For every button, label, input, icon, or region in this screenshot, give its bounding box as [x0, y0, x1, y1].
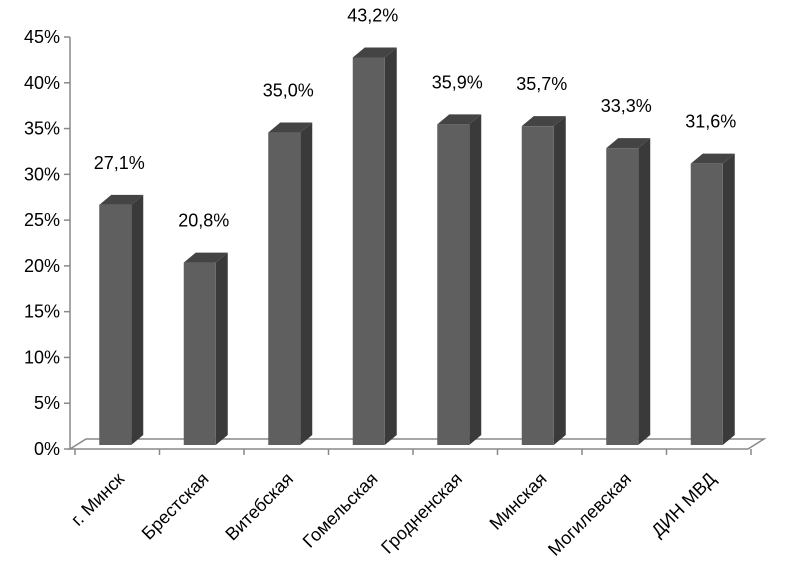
bar-top — [183, 252, 228, 263]
bar-top — [352, 47, 397, 58]
bar-front — [437, 124, 470, 445]
x-category-label: Брестская — [138, 469, 213, 544]
bar — [183, 252, 228, 445]
bar-front — [99, 204, 132, 445]
data-label: 35,0% — [263, 81, 314, 101]
data-label: 20,8% — [178, 211, 229, 231]
bar-side — [300, 122, 313, 446]
y-tick-label: 5% — [34, 393, 60, 413]
bar — [690, 153, 735, 445]
bar — [99, 194, 144, 445]
bar-front — [268, 132, 301, 446]
chart-floor — [67, 438, 767, 450]
bar-side — [469, 114, 482, 445]
x-category-label: Гомельская — [299, 469, 382, 552]
bars — [99, 47, 735, 446]
bar-top — [99, 194, 144, 205]
y-tick-label: 15% — [24, 302, 60, 322]
bar — [606, 138, 651, 445]
bar-front — [183, 262, 216, 445]
bar-top — [690, 153, 735, 164]
bar — [521, 116, 566, 445]
data-label: 31,6% — [685, 112, 736, 132]
x-category-label: Гродненская — [377, 469, 466, 558]
axes — [64, 36, 767, 455]
bar-front — [690, 163, 723, 445]
bar-front — [606, 148, 639, 445]
bar-side — [638, 138, 651, 445]
bar-side — [722, 153, 735, 445]
bar-top — [268, 122, 313, 133]
y-tick-label: 35% — [24, 119, 60, 139]
bar-side — [215, 252, 228, 445]
data-label: 27,1% — [94, 153, 145, 173]
x-category-label: Витебская — [221, 469, 297, 545]
bar-top — [606, 138, 651, 149]
y-tick-label: 40% — [24, 73, 60, 93]
x-category-label: ДИН МВД — [647, 469, 719, 541]
x-category-label: Могилевская — [544, 469, 635, 560]
x-category-label: Минская — [486, 469, 551, 534]
bar-top — [437, 114, 482, 125]
bar-side — [553, 116, 566, 445]
y-tick-label: 20% — [24, 256, 60, 276]
data-label: 43,2% — [347, 5, 398, 25]
bar — [352, 47, 397, 445]
data-label: 35,7% — [516, 74, 567, 94]
bar — [437, 114, 482, 445]
bar-top — [521, 116, 566, 127]
data-label: 33,3% — [601, 96, 652, 116]
bar-side — [131, 194, 144, 445]
y-tick-label: 30% — [24, 164, 60, 184]
data-label: 35,9% — [432, 72, 483, 92]
y-tick-label: 0% — [34, 439, 60, 459]
bar-front — [521, 126, 554, 445]
bar — [268, 122, 313, 446]
y-tick-label: 10% — [24, 347, 60, 367]
bar-side — [384, 47, 397, 445]
x-category-label: г. Минск — [67, 469, 128, 530]
y-tick-label: 45% — [24, 27, 60, 47]
y-tick-label: 25% — [24, 210, 60, 230]
bar-front — [352, 57, 385, 445]
